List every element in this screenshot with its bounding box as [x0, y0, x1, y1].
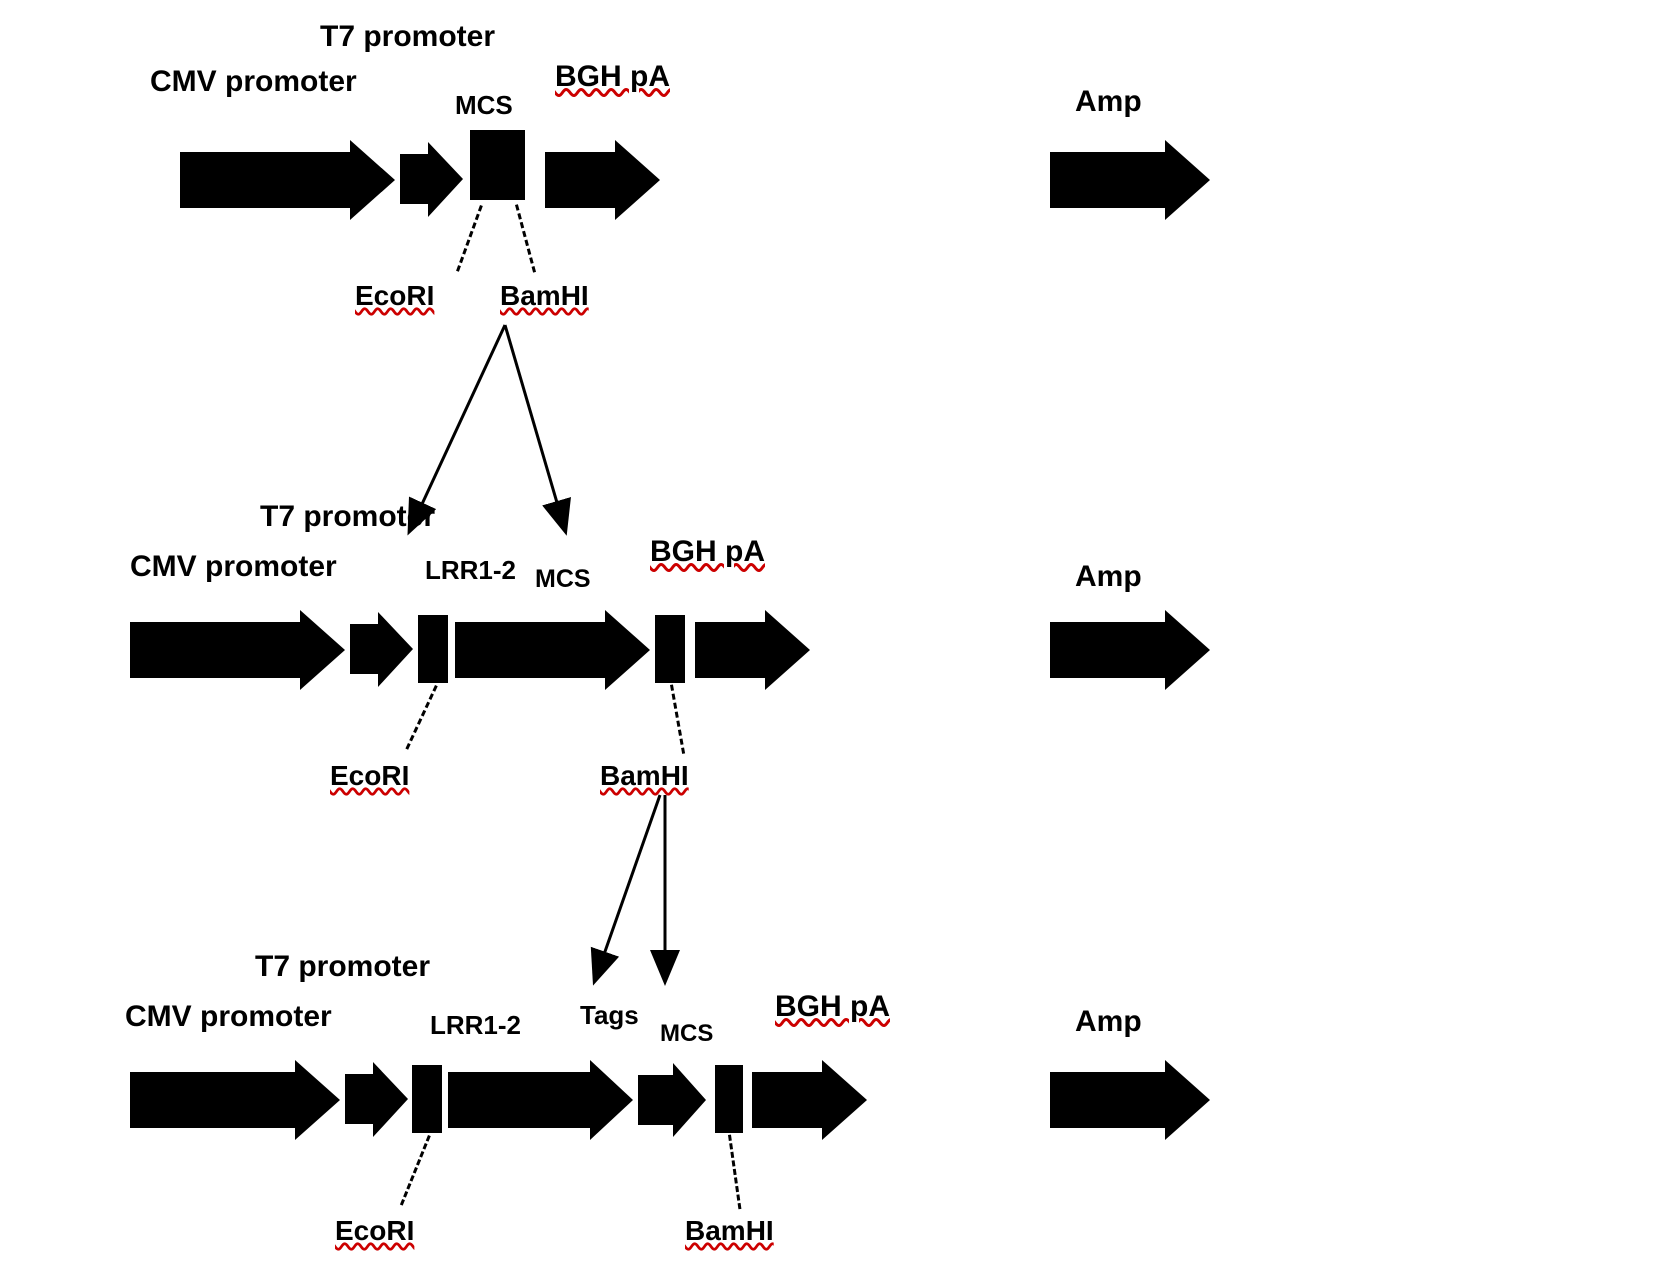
bgh-arrow — [695, 610, 810, 690]
small-box — [412, 1065, 442, 1133]
amp-arrow — [1050, 610, 1210, 690]
amp-arrow — [1050, 1060, 1210, 1140]
t7-arrow — [350, 612, 413, 687]
mcs-label: MCS — [660, 1020, 713, 1048]
mcs-box — [715, 1065, 743, 1133]
lrr12-label: LRR1-2 — [430, 1010, 521, 1041]
dash-line — [400, 1135, 431, 1206]
cmv-arrow — [130, 610, 345, 690]
ecori-label: EcoRI — [335, 1215, 414, 1247]
t7-promoter-label: T7 promoter — [320, 20, 495, 54]
dash-line — [515, 204, 536, 272]
flow-arrow — [530, 775, 780, 1005]
lrr-arrow — [455, 610, 650, 690]
mcs-box — [655, 615, 685, 683]
cmv-promoter-label: CMV promoter — [150, 65, 357, 99]
dash-line — [405, 685, 437, 750]
mcs-label: MCS — [535, 565, 591, 594]
small-box — [418, 615, 448, 683]
bghpa-label: BGH pA — [650, 535, 765, 569]
bghpa-label: BGH pA — [775, 990, 890, 1024]
bghpa-label: BGH pA — [555, 60, 670, 94]
bamhi-label: BamHI — [685, 1215, 774, 1247]
tags-label: Tags — [580, 1000, 639, 1031]
cmv-arrow — [180, 140, 395, 220]
bgh-arrow — [752, 1060, 867, 1140]
dash-line — [728, 1135, 741, 1210]
t7-arrow — [345, 1062, 408, 1137]
t7-promoter-label: T7 promoter — [255, 950, 430, 984]
ecori-label: EcoRI — [330, 760, 409, 792]
amp-arrow — [1050, 140, 1210, 220]
amp-label: Amp — [1075, 1005, 1142, 1039]
t7-promoter-label: T7 promoter — [260, 500, 435, 534]
bgh-arrow — [545, 140, 660, 220]
dash-line — [670, 684, 685, 753]
lrr-arrow — [448, 1060, 633, 1140]
cmv-arrow — [130, 1060, 340, 1140]
t7-arrow — [400, 142, 463, 217]
amp-label: Amp — [1075, 85, 1142, 119]
cmv-promoter-label: CMV promoter — [130, 550, 337, 584]
mcs-label: MCS — [455, 90, 513, 121]
cmv-promoter-label: CMV promoter — [125, 1000, 332, 1034]
lrr12-label: LRR1-2 — [425, 555, 516, 586]
tags-arrow — [638, 1063, 706, 1137]
mcs-box — [470, 130, 525, 200]
amp-label: Amp — [1075, 560, 1142, 594]
